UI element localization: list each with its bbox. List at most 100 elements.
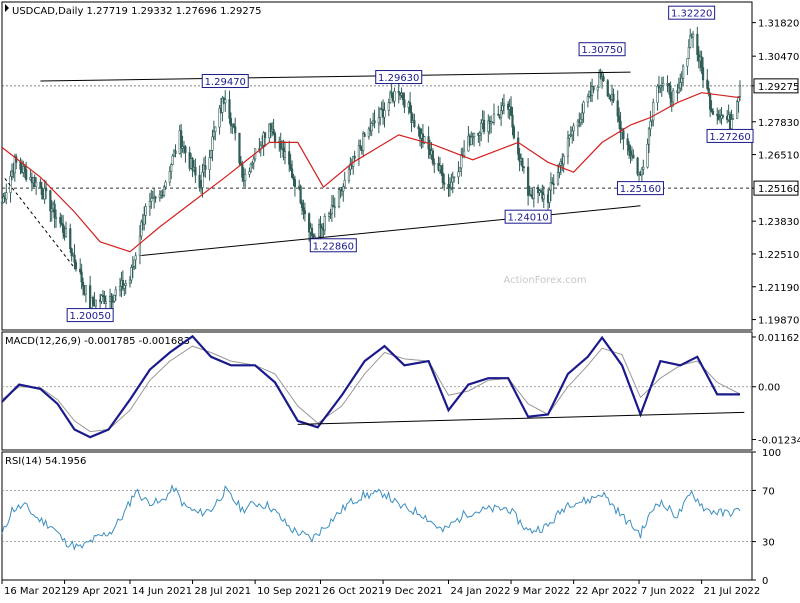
- candle-body: [433, 162, 436, 165]
- annotation-label: 1.24010: [507, 213, 548, 224]
- candle-body: [586, 96, 589, 103]
- candle-body: [669, 85, 672, 99]
- candle-body: [591, 86, 594, 96]
- candle-body: [618, 115, 621, 122]
- candle-body: [558, 164, 561, 173]
- candle-body: [273, 133, 277, 144]
- candle-body: [451, 177, 454, 183]
- candle-body: [198, 174, 201, 188]
- candle-body: [500, 110, 503, 118]
- candle-body: [569, 134, 572, 137]
- candle-body: [111, 300, 115, 303]
- price-tick-label: 1.23830: [758, 217, 799, 228]
- candle-body: [397, 91, 400, 93]
- candle-body: [507, 103, 510, 110]
- price-header: USDCAD,Daily 1.27719 1.29332 1.27696 1.2…: [12, 6, 262, 17]
- candle-body: [209, 150, 213, 158]
- candle-body: [431, 150, 434, 164]
- candle-body: [199, 187, 203, 189]
- annotation-label: 1.27260: [709, 132, 750, 143]
- x-tick-label: 10 Sep 2021: [257, 586, 320, 597]
- candle-body: [218, 107, 221, 128]
- candle-body: [458, 167, 461, 172]
- candle-body: [596, 86, 599, 91]
- candle-body: [718, 117, 722, 121]
- candle-body: [272, 129, 275, 134]
- annotation-label: 1.29470: [205, 77, 246, 88]
- candle-body: [333, 206, 336, 209]
- x-tick-label: 22 Apr 2022: [576, 586, 638, 597]
- candle-body: [204, 165, 207, 170]
- price-annotation: 1.30750: [578, 42, 626, 57]
- candle-body: [687, 47, 690, 59]
- candle-body: [170, 164, 173, 172]
- candle-body: [672, 90, 675, 103]
- candle-body: [736, 101, 739, 119]
- candle-body: [138, 235, 142, 257]
- candle-body: [292, 177, 295, 180]
- candle-body: [50, 208, 53, 212]
- candle-body: [571, 130, 574, 136]
- candle-body: [379, 108, 382, 118]
- macd-tick-label: 0.00: [758, 383, 780, 394]
- candle-body: [84, 285, 87, 295]
- candle-body: [527, 166, 530, 196]
- candle-body: [262, 132, 265, 146]
- candle-body: [737, 96, 740, 103]
- candle-body: [579, 118, 582, 124]
- x-tick-label: 29 Apr 2021: [67, 586, 129, 597]
- candle-body: [2, 196, 5, 203]
- candle-body: [470, 136, 473, 146]
- candle-body: [532, 186, 535, 199]
- candle-body: [35, 181, 38, 187]
- candle-body: [121, 280, 124, 289]
- candle-body: [100, 295, 103, 302]
- candle-body: [612, 93, 615, 102]
- candle-body: [667, 83, 671, 87]
- candle-body: [581, 112, 584, 120]
- candle-body: [482, 119, 486, 132]
- candle-body: [359, 145, 362, 149]
- price-tick-label: 1.29275: [758, 82, 799, 93]
- candle-body: [566, 137, 570, 157]
- candle-body: [413, 120, 416, 127]
- annotation-label: 1.32220: [671, 9, 712, 20]
- candle-body: [562, 155, 565, 165]
- macd-line: [1, 334, 740, 439]
- candle-body: [283, 151, 287, 158]
- candle-body: [521, 158, 524, 167]
- candle-body: [551, 182, 554, 185]
- candle-body: [548, 189, 551, 203]
- price-annotation: 1.32220: [668, 5, 716, 20]
- candle-body: [310, 228, 314, 236]
- x-tick-label: 21 Jul 2022: [704, 586, 761, 597]
- candle-body: [208, 157, 211, 170]
- rsi-tick-label: 30: [762, 538, 775, 549]
- candle-body: [249, 163, 252, 172]
- candle-body: [59, 216, 62, 224]
- candle-body: [383, 110, 386, 118]
- candle-body: [511, 114, 514, 128]
- candle-body: [652, 102, 655, 121]
- x-axis: 16 Mar 2021 29 Apr 2021 14 Jun 2021 28 Jul …: [1, 580, 761, 597]
- candle-body: [0, 201, 4, 204]
- x-tick-label: 9 Dec 2021: [385, 586, 443, 597]
- x-tick-label: 26 Oct 2021: [323, 586, 385, 597]
- candle-body: [130, 267, 133, 281]
- candle-body: [124, 282, 127, 286]
- rsi-panel: RSI(14) 54.1956 100 70 30 0: [1, 448, 781, 587]
- candle-body: [80, 271, 83, 283]
- candle-body: [389, 92, 392, 104]
- candle-body: [73, 254, 76, 263]
- candle-body: [10, 170, 14, 177]
- candle-body: [393, 91, 396, 102]
- candle-body: [680, 77, 683, 83]
- moving-average-line: [1, 92, 741, 253]
- candle-body: [40, 187, 43, 195]
- candle-body: [512, 126, 516, 139]
- candle-body: [303, 210, 306, 215]
- candle-body: [232, 124, 235, 128]
- macd-trendline: [297, 411, 745, 425]
- candle-body: [710, 109, 713, 112]
